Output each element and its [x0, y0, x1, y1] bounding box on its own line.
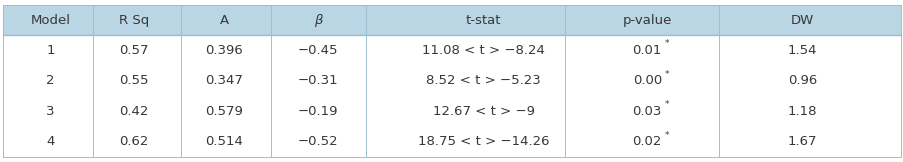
Text: 0.00: 0.00 — [632, 75, 661, 87]
Text: 1.67: 1.67 — [787, 135, 816, 148]
Text: R Sq: R Sq — [118, 14, 149, 27]
Text: 8.52 < t > −5.23: 8.52 < t > −5.23 — [426, 75, 540, 87]
Text: 3: 3 — [46, 105, 55, 118]
Text: t-stat: t-stat — [465, 14, 501, 27]
Text: −0.45: −0.45 — [298, 44, 338, 57]
Text: 0.01: 0.01 — [632, 44, 661, 57]
Text: 0.96: 0.96 — [787, 75, 816, 87]
Text: 0.514: 0.514 — [205, 135, 243, 148]
Bar — [3, 5, 900, 35]
Text: 1.54: 1.54 — [787, 44, 816, 57]
Text: 0.62: 0.62 — [119, 135, 148, 148]
Text: Model: Model — [31, 14, 70, 27]
Text: 0.02: 0.02 — [632, 135, 661, 148]
Text: *: * — [665, 39, 668, 48]
Bar — [3, 35, 900, 157]
Text: 0.42: 0.42 — [119, 105, 148, 118]
Text: −0.52: −0.52 — [298, 135, 338, 148]
Text: 0.03: 0.03 — [632, 105, 661, 118]
Text: 11.08 < t > −8.24: 11.08 < t > −8.24 — [422, 44, 545, 57]
Text: A: A — [219, 14, 228, 27]
Text: 18.75 < t > −14.26: 18.75 < t > −14.26 — [417, 135, 549, 148]
Text: *: * — [665, 70, 668, 79]
Text: *: * — [665, 131, 668, 140]
Text: −0.31: −0.31 — [298, 75, 338, 87]
Text: p-value: p-value — [622, 14, 671, 27]
Text: 0.57: 0.57 — [119, 44, 148, 57]
Text: DW: DW — [790, 14, 814, 27]
Text: 2: 2 — [46, 75, 55, 87]
Text: β: β — [313, 14, 322, 27]
Text: *: * — [665, 100, 668, 109]
Text: 12.67 < t > −9: 12.67 < t > −9 — [433, 105, 534, 118]
Text: 0.579: 0.579 — [205, 105, 243, 118]
Text: 1: 1 — [46, 44, 55, 57]
Text: −0.19: −0.19 — [298, 105, 338, 118]
Text: 4: 4 — [46, 135, 55, 148]
Text: 0.396: 0.396 — [205, 44, 243, 57]
Text: 0.55: 0.55 — [119, 75, 148, 87]
Text: 0.347: 0.347 — [205, 75, 243, 87]
Text: 1.18: 1.18 — [787, 105, 816, 118]
